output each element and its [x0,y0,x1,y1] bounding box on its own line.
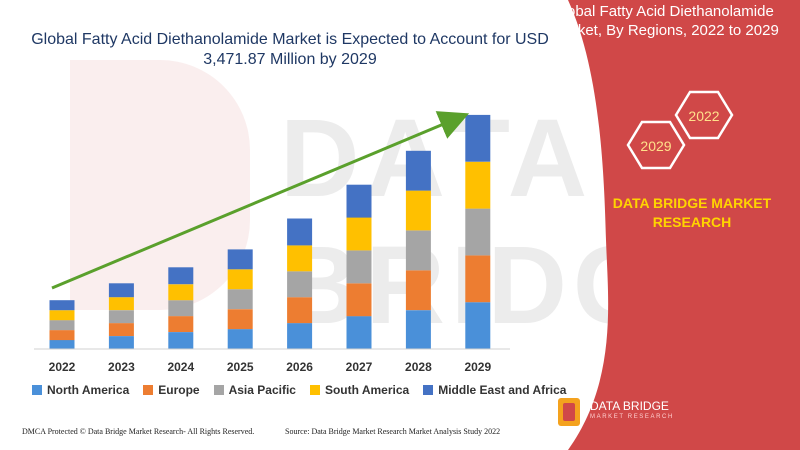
bar-segment-2025-north-america [227,329,253,349]
bar-segment-2022-europe [49,330,75,341]
trend-arrow [51,111,470,290]
legend-label: Middle East and Africa [438,383,567,397]
bar-segment-2029-middle-east-and-africa [465,114,491,162]
bar-segment-2028-south-america [405,190,431,231]
legend-label: Asia Pacific [228,383,296,397]
bar-segment-2026-middle-east-and-africa [287,218,313,246]
bar-segment-2029-north-america [465,302,491,349]
x-tick-label-2022: 2022 [49,360,76,374]
hexagon-2029 [626,120,686,170]
legend-swatch [213,385,224,395]
bar-segment-2028-asia-pacific [405,230,431,271]
x-tick-label-2028: 2028 [405,360,432,374]
bar-segment-2025-asia-pacific [227,289,253,310]
bar-segment-2027-europe [346,283,372,317]
bar-segment-2024-asia-pacific [168,300,194,317]
bar-segment-2027-north-america [346,316,372,349]
hexagon-2029-label: 2029 [640,138,671,154]
legend: North America Europe Asia Pacific South Ame… [32,383,566,397]
bar-segment-2023-north-america [108,336,134,349]
logo-name: DATA BRIDGE [590,399,669,413]
bar-segment-2024-europe [168,316,194,332]
bar-segment-2026-north-america [287,323,313,349]
legend-swatch [423,385,434,395]
x-tick-label-2023: 2023 [108,360,135,374]
bar-segment-2028-europe [405,270,431,311]
bar-segment-2028-middle-east-and-africa [405,150,431,191]
legend-label: South America [324,383,410,397]
bar-segment-2024-south-america [168,284,194,301]
bar-segment-2024-middle-east-and-africa [168,267,194,285]
bar-segment-2022-middle-east-and-africa [49,300,75,311]
x-tick-label-2027: 2027 [346,360,373,374]
footer-copyright: DMCA Protected © Data Bridge Market Rese… [22,427,255,436]
bar-segment-2023-europe [108,323,134,336]
legend-item-south-america: South America [309,383,410,397]
bar-segment-2024-north-america [168,332,194,349]
bar-segment-2026-europe [287,297,313,324]
bar-segment-2028-north-america [405,310,431,349]
bar-segment-2029-south-america [465,161,491,209]
legend-swatch [309,385,320,395]
legend-item-asia-pacific: Asia Pacific [213,383,296,397]
bar-segment-2023-middle-east-and-africa [108,283,134,298]
hexagon-2022 [674,90,734,140]
legend-item-middle-east-and-africa: Middle East and Africa [423,383,566,397]
footer-source: Source: Data Bridge Market Research Mark… [285,427,501,436]
data-bridge-logo-icon [558,398,580,426]
legend-swatch [32,385,42,395]
x-tick-label-2026: 2026 [286,360,313,374]
bar-segment-2025-europe [227,309,253,330]
bar-segment-2022-south-america [49,310,75,321]
bar-segment-2023-south-america [108,297,134,311]
bar-segment-2026-south-america [287,245,313,272]
x-tick-label-2025: 2025 [227,360,254,374]
bar-segment-2023-asia-pacific [108,310,134,324]
legend-label: North America [47,383,130,397]
side-panel-title: Global Fatty Acid Diethanolamide Market,… [552,3,779,39]
brand-name: DATA BRIDGE MARKET RESEARCH [612,195,772,230]
bar-segment-2029-europe [465,255,491,303]
legend-item-north-america: North America [32,383,129,397]
legend-swatch [143,385,154,395]
x-tick-label-2029: 2029 [464,360,491,374]
bar-segment-2026-asia-pacific [287,271,313,298]
chart-title: Global Fatty Acid Diethanolamide Market … [31,31,549,68]
legend-label: Europe [158,383,200,397]
bar-segment-2027-middle-east-and-africa [346,184,372,218]
hexagon-2022-label: 2022 [688,108,719,124]
bar-segment-2027-south-america [346,217,372,251]
bar-segment-2025-south-america [227,269,253,290]
bar-segment-2022-north-america [49,340,75,349]
x-tick-label-2024: 2024 [167,360,194,374]
bar-segment-2022-asia-pacific [49,320,75,331]
bar-segment-2025-middle-east-and-africa [227,249,253,270]
legend-item-europe: Europe [143,383,200,397]
logo-tagline: MARKET RESEARCH [590,414,674,420]
side-panel [568,0,800,450]
bar-segment-2029-asia-pacific [465,208,491,256]
bar-segment-2027-asia-pacific [346,250,372,284]
